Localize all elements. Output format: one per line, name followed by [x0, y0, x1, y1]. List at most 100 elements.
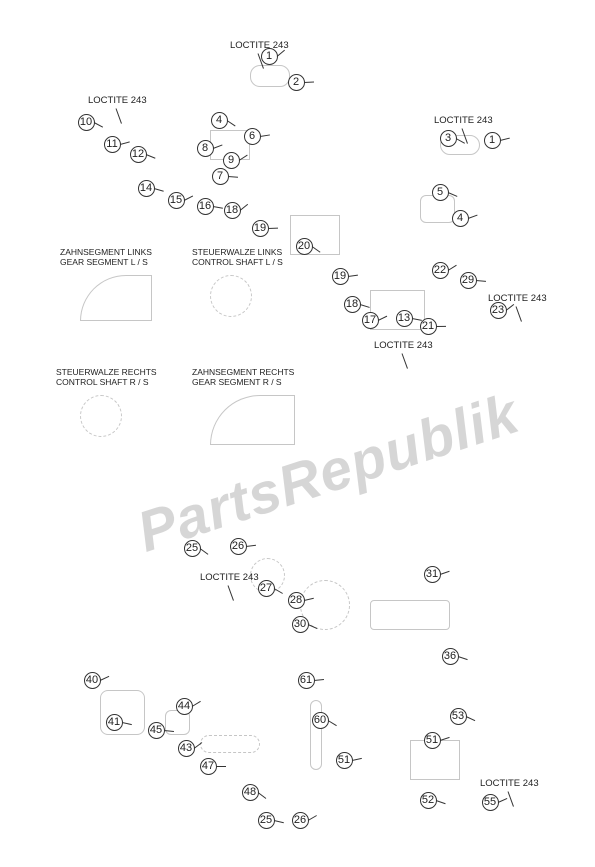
component-label: STEUERWALZE RECHTSCONTROL SHAFT R / S — [56, 368, 157, 388]
callout-bubble: 48 — [242, 784, 259, 801]
callout-bubble: 18 — [224, 202, 241, 219]
callout-leader — [435, 326, 445, 327]
callout-bubble: 22 — [432, 262, 449, 279]
callout-bubble: 10 — [78, 114, 95, 131]
callout-leader — [216, 766, 226, 767]
callout-leader — [307, 815, 316, 821]
callout-bubble: 1 — [261, 48, 278, 65]
callout-leader — [435, 800, 445, 804]
callout-leader — [499, 138, 509, 141]
callout-bubble: 12 — [130, 146, 147, 163]
loctite-label: LOCTITE 243 — [88, 95, 147, 106]
callout-leader — [273, 820, 283, 823]
callout-leader — [99, 676, 108, 681]
callout-leader — [497, 798, 507, 803]
part-outline — [100, 690, 145, 735]
callout-leader — [439, 571, 449, 575]
callout-bubble: 14 — [138, 180, 155, 197]
callout-leader — [457, 656, 467, 660]
callout-leader — [267, 228, 277, 229]
callout-leader — [191, 701, 200, 707]
loctite-label: LOCTITE 243 — [374, 340, 433, 351]
callout-leader — [467, 215, 477, 219]
loctite-label: LOCTITE 243 — [434, 115, 493, 126]
callout-bubble: 41 — [106, 714, 123, 731]
callout-bubble: 18 — [344, 296, 361, 313]
callout-leader — [93, 122, 102, 128]
callout-bubble: 15 — [168, 192, 185, 209]
loctite-label: LOCTITE 243 — [480, 778, 539, 789]
leader-line — [402, 353, 408, 368]
callout-leader — [183, 196, 192, 201]
callout-leader — [245, 545, 255, 547]
callout-bubble: 19 — [252, 220, 269, 237]
part-outline — [210, 275, 252, 317]
english-line: CONTROL SHAFT R / S — [56, 378, 157, 388]
callout-bubble: 2 — [288, 74, 305, 91]
callout-bubble: 3 — [440, 130, 457, 147]
loctite-label: LOCTITE 243 — [230, 40, 289, 51]
callout-bubble: 8 — [197, 140, 214, 157]
callout-bubble: 28 — [288, 592, 305, 609]
watermark-text: PartsRepublik — [130, 380, 527, 565]
callout-bubble: 26 — [230, 538, 247, 555]
callout-bubble: 13 — [396, 310, 413, 327]
callout-bubble: 51 — [424, 732, 441, 749]
leader-line — [228, 585, 234, 600]
part-outline — [210, 395, 295, 445]
leader-line — [116, 108, 122, 123]
callout-bubble: 26 — [292, 812, 309, 829]
callout-leader — [303, 81, 313, 83]
callout-leader — [257, 792, 266, 799]
callout-bubble: 17 — [362, 312, 379, 329]
callout-leader — [465, 716, 474, 721]
callout-bubble: 11 — [104, 136, 121, 153]
callout-bubble: 29 — [460, 272, 477, 289]
part-outline — [80, 395, 122, 437]
callout-bubble: 21 — [420, 318, 437, 335]
part-outline — [80, 275, 152, 321]
callout-leader — [153, 188, 163, 192]
callout-leader — [199, 548, 208, 555]
callout-leader — [475, 280, 485, 282]
callout-bubble: 6 — [244, 128, 261, 145]
part-outline — [200, 735, 260, 753]
callout-bubble: 45 — [148, 722, 165, 739]
callout-bubble: 16 — [197, 198, 214, 215]
callout-bubble: 20 — [296, 238, 313, 255]
callout-leader — [313, 679, 323, 681]
component-label: STEUERWALZE LINKSCONTROL SHAFT L / S — [192, 248, 283, 268]
callout-bubble: 25 — [258, 812, 275, 829]
leader-line — [508, 791, 514, 806]
english-line: GEAR SEGMENT L / S — [60, 258, 152, 268]
callout-bubble: 31 — [424, 566, 441, 583]
callout-leader — [351, 758, 361, 761]
callout-leader — [259, 134, 269, 137]
callout-bubble: 40 — [84, 672, 101, 689]
callout-bubble: 27 — [258, 580, 275, 597]
callout-leader — [359, 304, 369, 308]
callout-bubble: 60 — [312, 712, 329, 729]
callout-leader — [347, 275, 357, 277]
callout-leader — [226, 120, 235, 126]
callout-bubble: 5 — [432, 184, 449, 201]
english-line: CONTROL SHAFT L / S — [192, 258, 283, 268]
callout-bubble: 61 — [298, 672, 315, 689]
callout-bubble: 30 — [292, 616, 309, 633]
english-line: GEAR SEGMENT R / S — [192, 378, 294, 388]
callout-leader — [447, 265, 456, 271]
callout-bubble: 51 — [336, 752, 353, 769]
part-outline — [310, 700, 322, 770]
callout-bubble: 1 — [484, 132, 501, 149]
callout-bubble: 4 — [211, 112, 228, 129]
callout-bubble: 23 — [490, 302, 507, 319]
callout-bubble: 55 — [482, 794, 499, 811]
callout-bubble: 36 — [442, 648, 459, 665]
callout-bubble: 52 — [420, 792, 437, 809]
loctite-label: LOCTITE 243 — [200, 572, 259, 583]
callout-bubble: 53 — [450, 708, 467, 725]
callout-leader — [145, 154, 155, 159]
callout-bubble: 19 — [332, 268, 349, 285]
callout-leader — [227, 176, 237, 178]
leader-line — [516, 306, 522, 321]
